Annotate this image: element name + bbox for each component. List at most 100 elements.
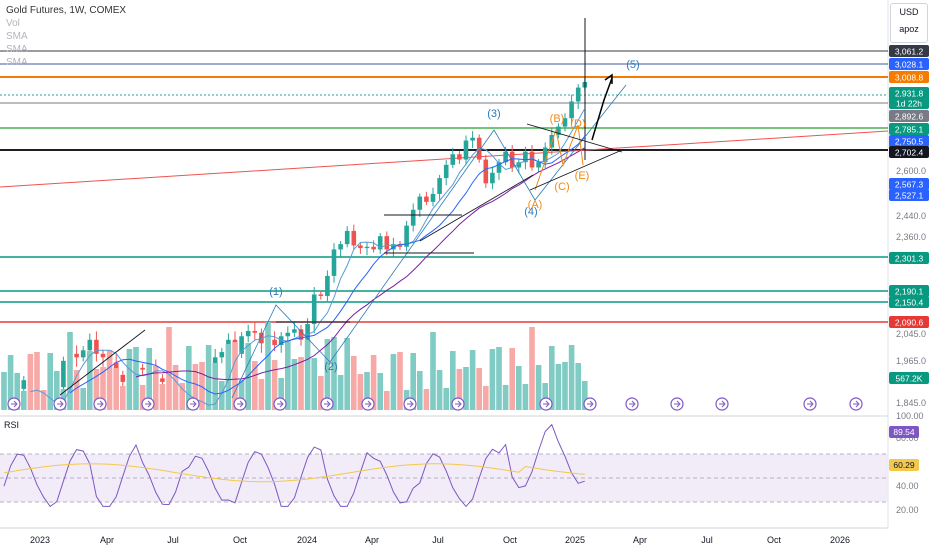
volume-bar bbox=[489, 349, 496, 410]
volume-bar bbox=[351, 356, 357, 410]
volume-bar bbox=[47, 353, 53, 410]
volume-bar bbox=[166, 327, 172, 410]
volume-bar bbox=[100, 367, 106, 410]
candle-body bbox=[377, 236, 383, 250]
scale-mode-label: apoz bbox=[899, 24, 919, 34]
price-tag-label: 3,028.1 bbox=[895, 60, 924, 70]
volume-bar bbox=[502, 385, 509, 410]
wave-label: (A) bbox=[528, 199, 543, 211]
time-tick-label: 2026 bbox=[830, 535, 850, 545]
volume-bar bbox=[205, 345, 212, 410]
time-tick-label: 2024 bbox=[297, 535, 317, 545]
wave-label: (D) bbox=[570, 118, 585, 130]
volume-bar bbox=[298, 357, 304, 410]
price-tag bbox=[889, 252, 929, 264]
price-tag bbox=[889, 316, 929, 328]
volume-bar bbox=[278, 378, 284, 410]
volume-bar bbox=[535, 365, 542, 410]
volume-bar bbox=[516, 366, 522, 410]
price-tag bbox=[889, 71, 929, 83]
volume-bar bbox=[153, 366, 159, 410]
candle-body bbox=[61, 360, 66, 388]
wave-label: (B) bbox=[550, 113, 565, 125]
volume-bar bbox=[14, 373, 20, 410]
volume-bar bbox=[357, 374, 364, 410]
candle-body bbox=[331, 249, 337, 276]
price-tag bbox=[889, 123, 929, 135]
time-tick-label: Oct bbox=[503, 535, 518, 545]
event-arrow-icon bbox=[365, 400, 372, 408]
price-tag-label: 2,527.1 bbox=[895, 191, 924, 201]
currency-box[interactable]: USD apoz bbox=[890, 3, 928, 43]
volume-bar bbox=[80, 388, 86, 410]
price-tag bbox=[889, 135, 929, 147]
price-tag bbox=[889, 189, 929, 201]
volume-bar bbox=[219, 381, 225, 410]
price-tag bbox=[889, 45, 929, 57]
event-arrow-icon bbox=[97, 400, 104, 408]
volume-bar bbox=[146, 348, 152, 410]
rsi-line bbox=[3, 423, 585, 508]
wave-label: (E) bbox=[575, 170, 590, 182]
wave-label: (5) bbox=[626, 59, 639, 71]
price-tag bbox=[889, 87, 929, 99]
sma-2-line bbox=[69, 135, 586, 395]
volume-bar bbox=[133, 347, 139, 410]
volume-bar bbox=[529, 327, 535, 410]
candle-body bbox=[21, 380, 27, 389]
volume-bar bbox=[232, 342, 238, 410]
event-arrow-icon bbox=[237, 400, 244, 408]
candle-body bbox=[509, 151, 515, 168]
price-tag bbox=[889, 146, 929, 158]
event-arrow-icon bbox=[543, 400, 550, 408]
volume-bar bbox=[113, 368, 119, 410]
candle-body bbox=[575, 87, 581, 102]
volume-bar bbox=[331, 337, 337, 410]
price-tick-label: 2,440.0 bbox=[896, 211, 926, 221]
volume-bar bbox=[285, 341, 291, 410]
volume-bar bbox=[73, 370, 80, 410]
trend-2023 bbox=[59, 329, 146, 396]
event-arrow-icon bbox=[455, 400, 462, 408]
candle-body bbox=[338, 244, 343, 250]
volume-bar bbox=[54, 371, 60, 410]
volume-bar bbox=[172, 365, 179, 410]
abcde-wave-path bbox=[534, 124, 584, 191]
volume-bar bbox=[159, 384, 166, 410]
event-arrow-icon bbox=[587, 400, 594, 408]
legend-sma-1: SMA bbox=[6, 31, 28, 42]
rsi-tick-label: 20.00 bbox=[896, 505, 919, 515]
volume-bar bbox=[568, 345, 575, 410]
rsi-tick-label: 40.00 bbox=[896, 481, 919, 491]
price-tag bbox=[889, 296, 929, 308]
candle-body bbox=[100, 353, 106, 358]
candle-body bbox=[311, 294, 317, 324]
volume-bar bbox=[397, 352, 403, 410]
volume-bar bbox=[522, 384, 529, 410]
event-arrow-icon bbox=[629, 400, 636, 408]
legend: Gold Futures, 1W, COMEX Vol SMA SMA SMA bbox=[6, 4, 126, 69]
candle-body bbox=[364, 246, 370, 249]
volume-bar bbox=[34, 352, 40, 410]
rsi-ma-tag-label: 60.29 bbox=[893, 460, 915, 470]
volume-bar bbox=[318, 376, 324, 410]
time-tick-label: 2025 bbox=[565, 535, 585, 545]
price-tag-label: 2,150.4 bbox=[895, 298, 924, 308]
candle-body bbox=[239, 336, 244, 354]
volume-bar bbox=[456, 369, 463, 410]
volume-bar bbox=[542, 383, 548, 410]
candle-body bbox=[450, 154, 456, 165]
candle-body bbox=[120, 374, 126, 382]
projection-arrow bbox=[591, 77, 613, 141]
volume-bar bbox=[370, 355, 377, 410]
candle-body bbox=[371, 246, 376, 250]
candle-body bbox=[516, 162, 522, 168]
volume-bar bbox=[417, 371, 423, 410]
volume-bar bbox=[582, 381, 588, 410]
candle-body bbox=[410, 209, 416, 226]
volume-bar bbox=[476, 368, 482, 410]
time-tick-label: 2023 bbox=[30, 535, 50, 545]
candle-body bbox=[292, 329, 297, 333]
candle-body bbox=[140, 367, 145, 370]
